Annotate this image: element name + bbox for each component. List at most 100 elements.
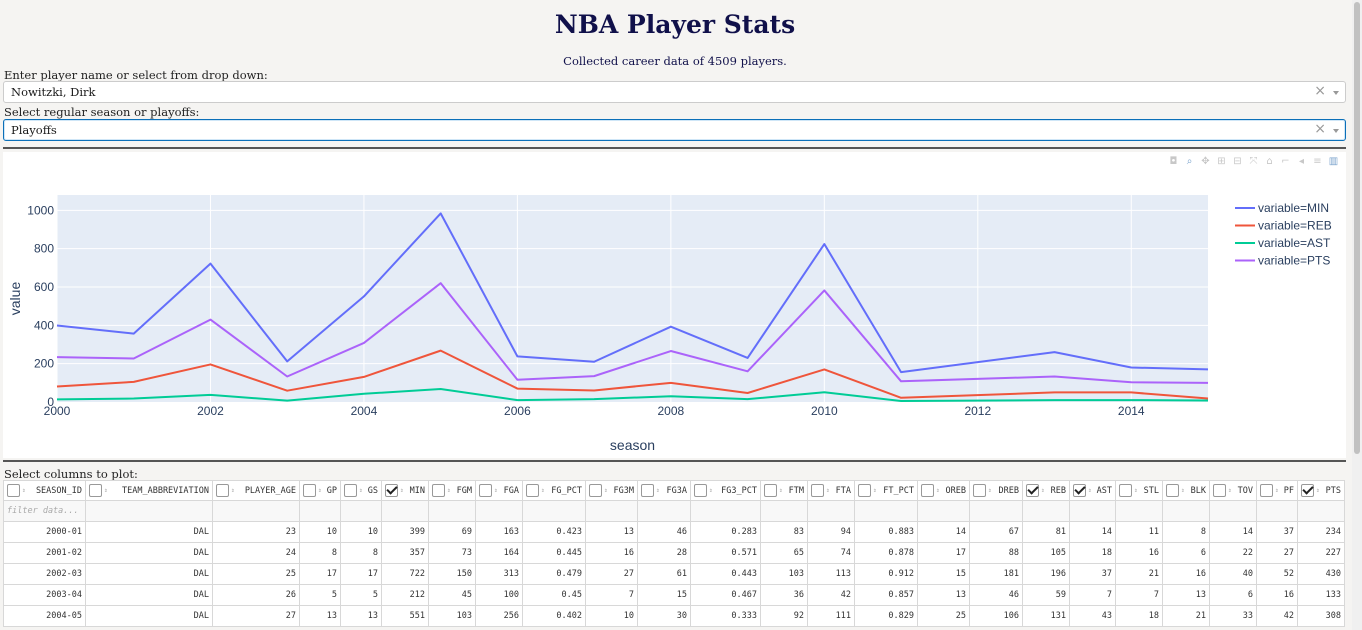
line-chart[interactable]: ◘ ⌕ ✥ ⊞ ⊟ ⤧ ⌂ ⌐ ◂ ≡ ▥ 0 200 400 600 800 1000 2000 2002 200… xyxy=(3,152,1346,458)
table-cell[interactable]: 164 xyxy=(475,542,523,564)
column-header-stl[interactable]: ⇕ STL xyxy=(1115,480,1163,501)
column-select-checkbox[interactable] xyxy=(694,484,707,497)
table-cell[interactable]: 0.402 xyxy=(522,605,586,627)
column-select-checkbox[interactable] xyxy=(811,484,824,497)
filter-input[interactable] xyxy=(807,500,855,522)
filter-input[interactable] xyxy=(917,500,970,522)
table-cell[interactable]: 17 xyxy=(917,542,970,564)
sort-icon[interactable]: ⇕ xyxy=(604,487,608,494)
table-cell[interactable]: 0.883 xyxy=(854,521,918,543)
table-cell[interactable]: 13 xyxy=(299,605,341,627)
zoom-in-icon[interactable]: ⊞ xyxy=(1217,156,1226,167)
table-cell[interactable]: 10 xyxy=(340,521,382,543)
table-cell[interactable]: 133 xyxy=(1297,584,1345,606)
table-cell[interactable]: 13 xyxy=(340,605,382,627)
table-cell[interactable]: 92 xyxy=(760,605,808,627)
table-cell[interactable]: 5 xyxy=(299,584,341,606)
zoom-out-icon[interactable]: ⊟ xyxy=(1233,156,1242,167)
table-cell[interactable]: DAL xyxy=(85,605,213,627)
table-cell[interactable]: 27 xyxy=(212,605,300,627)
table-cell[interactable]: 8 xyxy=(299,542,341,564)
sort-icon[interactable]: ⇕ xyxy=(231,487,235,494)
table-cell[interactable]: 52 xyxy=(1256,563,1298,585)
table-cell[interactable]: 37 xyxy=(1069,563,1116,585)
table-cell[interactable]: 16 xyxy=(1162,563,1210,585)
column-header-pf[interactable]: ⇕ PF xyxy=(1256,480,1298,501)
column-select-checkbox[interactable] xyxy=(921,484,934,497)
filter-input[interactable] xyxy=(299,500,341,522)
zoom-icon[interactable]: ⌕ xyxy=(1186,156,1193,167)
column-header-blk[interactable]: ⇕ BLK xyxy=(1162,480,1210,501)
table-cell[interactable]: 0.423 xyxy=(522,521,586,543)
table-cell[interactable]: 40 xyxy=(1209,563,1257,585)
table-cell[interactable]: 0.912 xyxy=(854,563,918,585)
table-cell[interactable]: 67 xyxy=(969,521,1023,543)
table-cell[interactable]: 33 xyxy=(1209,605,1257,627)
column-header-fga[interactable]: ⇕ FGA xyxy=(475,480,523,501)
autoscale-icon[interactable]: ⤧ xyxy=(1249,156,1258,167)
sort-icon[interactable]: ⇕ xyxy=(873,487,877,494)
table-cell[interactable]: 13 xyxy=(585,521,638,543)
table-cell[interactable]: 25 xyxy=(212,563,300,585)
table-cell[interactable]: 227 xyxy=(1297,542,1345,564)
column-select-checkbox[interactable] xyxy=(1119,484,1132,497)
table-cell[interactable]: 14 xyxy=(1069,521,1116,543)
table-cell[interactable]: 59 xyxy=(1022,584,1070,606)
table-cell[interactable]: 111 xyxy=(807,605,855,627)
column-header-player_age[interactable]: ⇕ PLAYER_AGE xyxy=(212,480,300,501)
chevron-down-icon[interactable] xyxy=(1333,91,1339,95)
sort-icon[interactable]: ⇕ xyxy=(1275,487,1279,494)
series-line-min[interactable] xyxy=(56,212,1209,374)
table-cell[interactable]: 7 xyxy=(1115,584,1163,606)
filter-input[interactable] xyxy=(1069,500,1116,522)
chevron-down-icon[interactable] xyxy=(1333,129,1339,133)
column-header-pts[interactable]: ⇕ PTS xyxy=(1297,480,1345,501)
pan-icon[interactable]: ✥ xyxy=(1201,156,1210,167)
column-select-checkbox[interactable] xyxy=(641,484,654,497)
table-cell[interactable]: 163 xyxy=(475,521,523,543)
table-cell[interactable]: 0.333 xyxy=(690,605,761,627)
table-cell[interactable]: 0.857 xyxy=(854,584,918,606)
page-scrollbar[interactable] xyxy=(1352,0,1362,630)
table-cell[interactable]: 6 xyxy=(1209,584,1257,606)
column-header-fgm[interactable]: ⇕ FGM xyxy=(428,480,476,501)
table-cell[interactable]: 0.443 xyxy=(690,563,761,585)
filter-input[interactable] xyxy=(1162,500,1210,522)
table-cell[interactable]: 2004-05 xyxy=(3,605,86,627)
table-cell[interactable]: 0.445 xyxy=(522,542,586,564)
table-cell[interactable]: 43 xyxy=(1069,605,1116,627)
column-select-checkbox[interactable] xyxy=(344,484,357,497)
table-cell[interactable]: 18 xyxy=(1069,542,1116,564)
table-cell[interactable]: 46 xyxy=(969,584,1023,606)
sort-icon[interactable]: ⇕ xyxy=(447,487,451,494)
table-cell[interactable]: 81 xyxy=(1022,521,1070,543)
column-select-checkbox[interactable] xyxy=(1026,484,1039,497)
sort-icon[interactable]: ⇕ xyxy=(359,487,363,494)
column-select-checkbox[interactable] xyxy=(89,484,102,497)
column-header-fg3a[interactable]: ⇕ FG3A xyxy=(637,480,691,501)
table-cell[interactable]: 61 xyxy=(637,563,691,585)
table-cell[interactable]: 0.571 xyxy=(690,542,761,564)
column-header-fg3_pct[interactable]: ⇕ FG3_PCT xyxy=(690,480,761,501)
legend-item[interactable]: variable=PTS xyxy=(1258,254,1330,268)
filter-input[interactable] xyxy=(854,500,918,522)
table-cell[interactable]: 131 xyxy=(1022,605,1070,627)
clear-season-icon[interactable]: × xyxy=(1314,121,1326,137)
column-select-checkbox[interactable] xyxy=(1301,484,1314,497)
table-cell[interactable]: 13 xyxy=(917,584,970,606)
table-cell[interactable]: DAL xyxy=(85,542,213,564)
table-cell[interactable]: 21 xyxy=(1162,605,1210,627)
filter-input[interactable] xyxy=(585,500,638,522)
table-cell[interactable]: 83 xyxy=(760,521,808,543)
scrollbar-thumb[interactable] xyxy=(1354,2,1360,454)
table-cell[interactable]: 105 xyxy=(1022,542,1070,564)
column-select-checkbox[interactable] xyxy=(1073,484,1086,497)
column-select-checkbox[interactable] xyxy=(432,484,445,497)
table-cell[interactable]: 100 xyxy=(475,584,523,606)
column-header-season_id[interactable]: ⇕ SEASON_ID xyxy=(3,480,86,501)
table-cell[interactable]: 10 xyxy=(299,521,341,543)
series-line-reb[interactable] xyxy=(56,349,1209,400)
column-select-checkbox[interactable] xyxy=(1166,484,1179,497)
camera-icon[interactable]: ◘ xyxy=(1169,156,1178,167)
table-cell[interactable]: 30 xyxy=(637,605,691,627)
